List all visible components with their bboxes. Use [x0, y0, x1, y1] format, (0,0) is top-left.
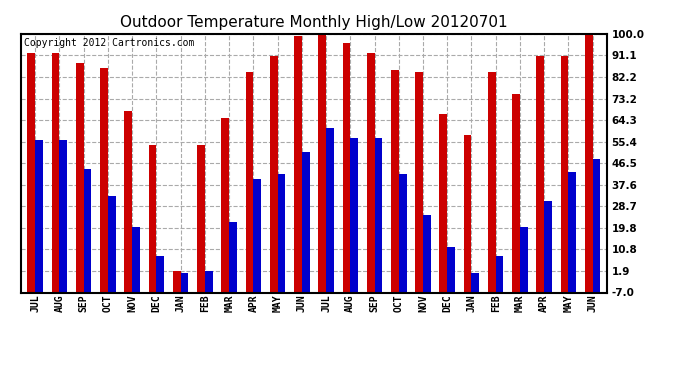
Bar: [536, 56, 544, 292]
Bar: [342, 44, 351, 292]
Bar: [391, 70, 399, 292]
Bar: [173, 271, 181, 292]
Bar: [495, 256, 504, 292]
Bar: [318, 34, 326, 292]
Bar: [593, 159, 600, 292]
Bar: [415, 72, 423, 292]
Bar: [351, 138, 358, 292]
Bar: [108, 196, 116, 292]
Bar: [52, 53, 59, 292]
Bar: [488, 72, 495, 292]
Bar: [520, 227, 528, 292]
Bar: [157, 256, 164, 292]
Bar: [132, 227, 140, 292]
Bar: [246, 72, 253, 292]
Bar: [229, 222, 237, 292]
Bar: [197, 145, 205, 292]
Bar: [471, 273, 480, 292]
Bar: [423, 215, 431, 292]
Bar: [124, 111, 132, 292]
Bar: [326, 128, 334, 292]
Bar: [100, 68, 108, 292]
Bar: [399, 174, 406, 292]
Bar: [585, 34, 593, 292]
Bar: [59, 140, 67, 292]
Bar: [28, 53, 35, 292]
Bar: [76, 63, 83, 292]
Bar: [440, 114, 447, 292]
Bar: [270, 56, 277, 292]
Title: Outdoor Temperature Monthly High/Low 20120701: Outdoor Temperature Monthly High/Low 201…: [120, 15, 508, 30]
Bar: [294, 36, 302, 292]
Bar: [221, 118, 229, 292]
Bar: [561, 56, 569, 292]
Bar: [512, 94, 520, 292]
Bar: [253, 179, 261, 292]
Bar: [367, 53, 375, 292]
Bar: [205, 271, 213, 292]
Text: Copyright 2012 Cartronics.com: Copyright 2012 Cartronics.com: [23, 38, 194, 48]
Bar: [83, 169, 92, 292]
Bar: [544, 201, 552, 292]
Bar: [464, 135, 471, 292]
Bar: [277, 174, 286, 292]
Bar: [181, 273, 188, 292]
Bar: [569, 172, 576, 292]
Bar: [35, 140, 43, 292]
Bar: [375, 138, 382, 292]
Bar: [302, 152, 310, 292]
Bar: [447, 246, 455, 292]
Bar: [148, 145, 157, 292]
